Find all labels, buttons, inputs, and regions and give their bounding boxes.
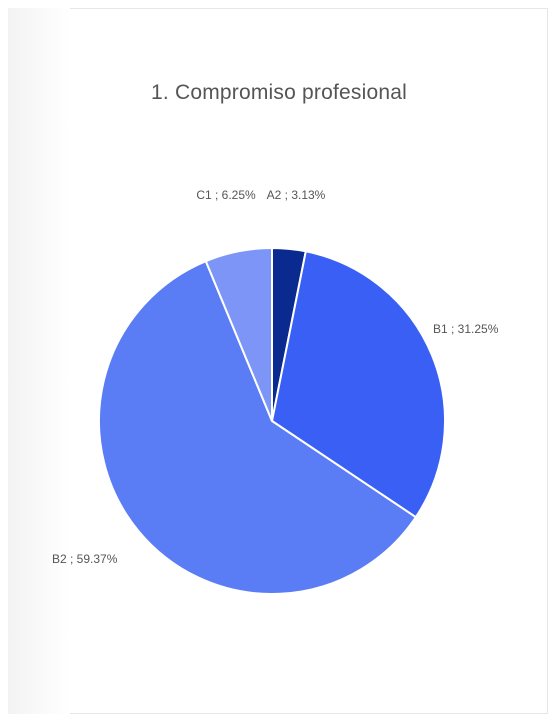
slice-label-b2: B2 ; 59.37% <box>52 552 118 566</box>
slice-label-b1: B1 ; 31.25% <box>433 322 499 336</box>
slice-label-a2: A2 ; 3.13% <box>267 188 326 202</box>
chart-title: 1. Compromiso profesional <box>151 81 407 104</box>
card-left-gradient <box>8 8 70 714</box>
pie-slice-c1 <box>204 246 273 422</box>
pie-slice-b1 <box>270 250 446 519</box>
pie-slice-b2 <box>98 259 418 595</box>
slice-label-c1: C1 ; 6.25% <box>196 188 256 202</box>
